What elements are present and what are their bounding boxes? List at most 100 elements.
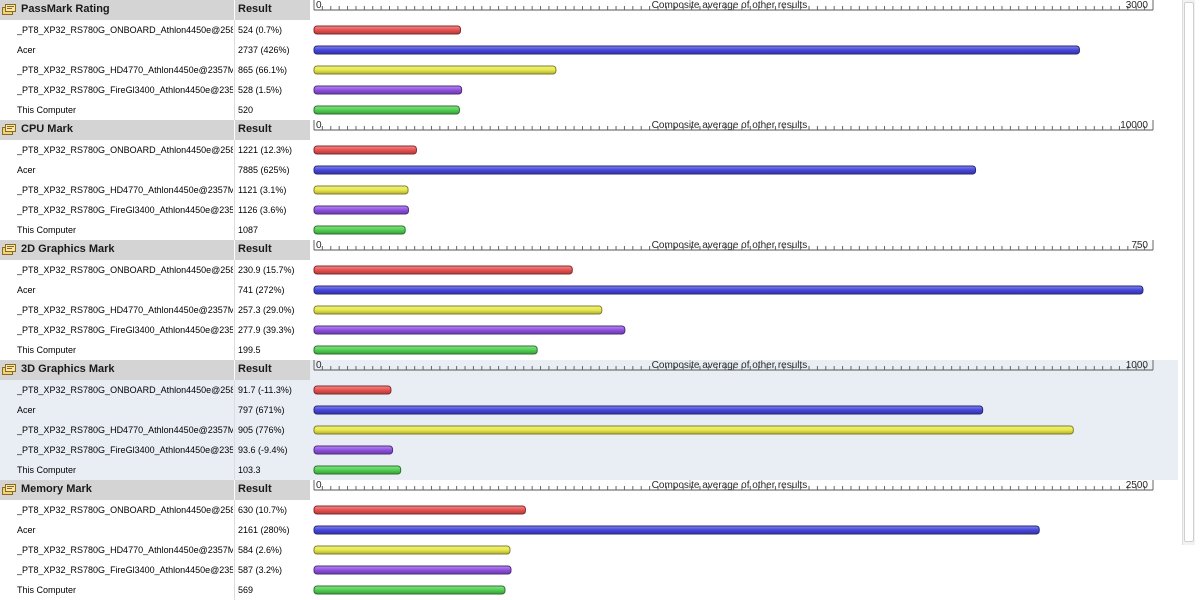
table-row[interactable]: This Computer 199.5 [0,340,312,360]
row-result: 584 (2.6%) [238,545,283,555]
table-row[interactable]: Acer 2161 (280%) [0,520,312,540]
header-divider [234,120,235,140]
bar [313,225,406,235]
scrollbar-thumb[interactable] [1184,2,1194,542]
row-result: 7885 (625%) [238,165,290,175]
axis-title: Composite average of other results [652,120,808,131]
row-label: Acer [17,405,36,415]
row-result: 199.5 [238,345,261,355]
row-label: This Computer [17,225,77,235]
folder-icon [2,484,17,496]
table-row[interactable]: _PT8_XP32_RS780G_ONBOARD_Athlon4450e@258… [0,380,312,400]
bar [313,545,511,555]
row-label: This Computer [17,465,77,475]
column-divider [234,380,235,480]
vertical-scrollbar[interactable] [1182,0,1195,545]
row-label: _PT8_XP32_RS780G_FireGl3400_Athlon4450e@… [17,85,233,95]
result-column-header: Result [238,123,272,135]
bar [313,185,409,195]
table-row[interactable]: Acer 7885 (625%) [0,160,312,180]
row-result: 1126 (3.6%) [238,205,287,215]
bar [313,165,977,175]
row-result: 1087 [238,225,259,235]
table-row[interactable]: _PT8_XP32_RS780G_HD4770_Athlon4450e@2357… [0,300,312,320]
table-row[interactable]: Acer 741 (272%) [0,280,312,300]
row-result: 587 (3.2%) [238,565,283,575]
group-header[interactable]: PassMark Rating Result [0,0,310,20]
bar [313,585,506,595]
bar-chart: 0 2500 Composite average of other results [313,480,1154,595]
row-label: Acer [17,165,36,175]
table-row[interactable]: _PT8_XP32_RS780G_HD4770_Athlon4450e@2357… [0,540,312,560]
bar [313,65,557,75]
table-row[interactable]: _PT8_XP32_RS780G_FireGl3400_Athlon4450e@… [0,560,312,580]
tick-label-min: 0 [316,120,322,131]
table-row[interactable]: _PT8_XP32_RS780G_HD4770_Athlon4450e@2357… [0,420,312,440]
tick-label-max: 750 [1131,240,1148,251]
tick-label-max: 2500 [1126,480,1149,491]
group-title: 2D Graphics Mark [21,243,115,255]
bar [313,325,626,335]
row-label: _PT8_XP32_RS780G_HD4770_Athlon4450e@2357… [17,65,233,75]
table-row[interactable]: _PT8_XP32_RS780G_HD4770_Athlon4450e@2357… [0,60,312,80]
result-column-header: Result [238,3,272,15]
table-row[interactable]: _PT8_XP32_RS780G_FireGl3400_Athlon4450e@… [0,80,312,100]
table-row[interactable]: _PT8_XP32_RS780G_ONBOARD_Athlon4450e@258… [0,140,312,160]
tick-label-min: 0 [316,360,322,371]
chart-group-1[interactable]: CPU Mark Result _PT8_XP32_RS780G_ONBOARD_A… [0,120,1178,240]
group-title: CPU Mark [21,123,73,135]
group-header[interactable]: CPU Mark Result [0,120,310,140]
group-header[interactable]: 3D Graphics Mark Result [0,360,310,380]
row-result: 528 (1.5%) [238,85,283,95]
table-row[interactable]: _PT8_XP32_RS780G_FireGl3400_Athlon4450e@… [0,320,312,340]
bar-chart: 0 3000 Composite average of other results [313,0,1154,115]
chart-group-0[interactable]: PassMark Rating Result _PT8_XP32_RS780G_ON… [0,0,1178,120]
row-label: _PT8_XP32_RS780G_HD4770_Athlon4450e@2357… [17,185,233,195]
table-row[interactable]: _PT8_XP32_RS780G_HD4770_Athlon4450e@2357… [0,180,312,200]
table-row[interactable]: _PT8_XP32_RS780G_ONBOARD_Athlon4450e@258… [0,260,312,280]
result-column-header: Result [238,243,272,255]
table-row[interactable]: Acer 797 (671%) [0,400,312,420]
row-label: _PT8_XP32_RS780G_HD4770_Athlon4450e@2357… [17,425,233,435]
bar [313,205,409,215]
row-result: 257.3 (29.0%) [238,305,295,315]
chart-group-2[interactable]: 2D Graphics Mark Result _PT8_XP32_RS780G_O… [0,240,1178,360]
bar [313,25,462,35]
bar-chart: 0 750 Composite average of other results [313,240,1154,355]
table-row[interactable]: This Computer 1087 [0,220,312,240]
table-row[interactable]: _PT8_XP32_RS780G_FireGl3400_Athlon4450e@… [0,440,312,460]
result-column-header: Result [238,363,272,375]
tick-label-min: 0 [316,240,322,251]
row-result: 1121 (3.1%) [238,185,287,195]
table-row[interactable]: This Computer 520 [0,100,312,120]
row-result: 524 (0.7%) [238,25,283,35]
row-result: 865 (66.1%) [238,65,288,75]
table-row[interactable]: _PT8_XP32_RS780G_FireGl3400_Athlon4450e@… [0,200,312,220]
table-row[interactable]: Acer 2737 (426%) [0,40,312,60]
chart-group-4[interactable]: Memory Mark Result _PT8_XP32_RS780G_ONBOAR… [0,480,1178,600]
chart-group-3[interactable]: 3D Graphics Mark Result _PT8_XP32_RS780G_O… [0,360,1178,480]
row-result: 741 (272%) [238,285,285,295]
bar [313,505,526,515]
bar [313,425,1074,435]
folder-icon [2,4,17,16]
bar [313,525,1040,535]
table-row[interactable]: _PT8_XP32_RS780G_ONBOARD_Athlon4450e@258… [0,20,312,40]
column-divider [234,20,235,120]
table-row[interactable]: _PT8_XP32_RS780G_ONBOARD_Athlon4450e@258… [0,500,312,520]
row-result: 230.9 (15.7%) [238,265,295,275]
row-result: 277.9 (39.3%) [238,325,295,335]
row-result: 93.6 (-9.4%) [238,445,288,455]
table-row[interactable]: This Computer 569 [0,580,312,600]
row-label: This Computer [17,585,77,595]
row-label: This Computer [17,105,77,115]
bar [313,345,538,355]
group-title: 3D Graphics Mark [21,363,115,375]
group-header[interactable]: Memory Mark Result [0,480,310,500]
group-header[interactable]: 2D Graphics Mark Result [0,240,310,260]
bar [313,265,573,275]
column-divider [234,260,235,360]
table-row[interactable]: This Computer 103.3 [0,460,312,480]
axis-title: Composite average of other results [652,360,808,371]
